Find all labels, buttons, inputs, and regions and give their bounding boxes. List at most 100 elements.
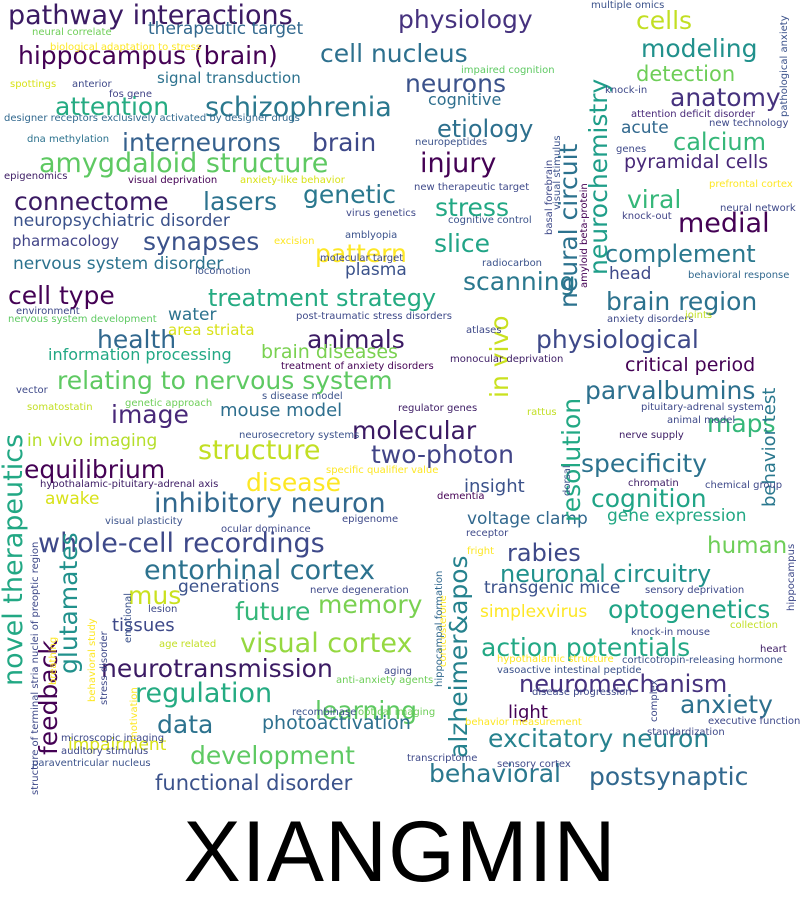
word-chromatin: chromatin bbox=[628, 478, 679, 489]
word-awake: awake bbox=[45, 489, 100, 509]
word-chemical-group: chemical group bbox=[705, 480, 783, 491]
word-virus-genetics: virus genetics bbox=[346, 208, 416, 219]
word-neural-network: neural network bbox=[720, 203, 796, 214]
word-stress-disorder: stress disorder bbox=[99, 631, 110, 705]
word-environment: environment bbox=[16, 306, 80, 317]
word-atlases: atlases bbox=[466, 325, 502, 336]
word-anterior: anterior bbox=[72, 79, 112, 90]
word-vasoactive-intestinal-peptide: vasoactive intestinal peptide bbox=[497, 665, 642, 676]
word-slice: slice bbox=[434, 229, 491, 258]
word-standardization: standardization bbox=[647, 727, 725, 738]
word-neuromechanism: neuromechanism bbox=[519, 670, 728, 698]
word-stress: stress bbox=[435, 193, 509, 222]
word-mouse-model: mouse model bbox=[220, 400, 343, 421]
word-anxiety: anxiety bbox=[680, 690, 773, 719]
word-modeling: modeling bbox=[641, 34, 758, 63]
word-voltage-clamp: voltage clamp bbox=[467, 509, 588, 529]
word-pattern: pattern bbox=[315, 239, 407, 268]
word-genes: genes bbox=[616, 144, 647, 155]
word-physiology: physiology bbox=[398, 5, 533, 34]
word-biological-adaptation-to-stress: biological adaptation to stress bbox=[50, 42, 201, 53]
word-molecular: molecular bbox=[352, 416, 477, 445]
word-spottings: spottings bbox=[10, 79, 57, 90]
word-monocular-deprivation: monocular deprivation bbox=[450, 354, 564, 365]
word-hypothalamic-structure: hypothalamic structure bbox=[497, 654, 614, 665]
word-maps: maps bbox=[707, 409, 776, 438]
word-nerve-supply: nerve supply bbox=[619, 430, 684, 441]
word-pathological-anxiety: pathological anxiety bbox=[779, 15, 790, 117]
word-brain-region: brain region bbox=[606, 287, 758, 316]
word-receptor: receptor bbox=[466, 528, 509, 539]
word-regulation: regulation bbox=[135, 678, 273, 709]
word-action-potentials: action potentials bbox=[481, 633, 691, 662]
word-genetic: genetic bbox=[303, 180, 396, 209]
word-microscopic-imaging: microscopic imaging bbox=[61, 733, 165, 744]
word-heart: heart bbox=[760, 644, 787, 655]
word-sensory-cortex: sensory cortex bbox=[497, 759, 571, 770]
word-synapses: synapses bbox=[143, 227, 260, 256]
word-post-traumatic-stress-disorders: post-traumatic stress disorders bbox=[296, 311, 452, 322]
word-entorhinal-cortex: entorhinal cortex bbox=[144, 555, 375, 586]
word-visual-deprivation: visual deprivation bbox=[128, 175, 218, 186]
word-transgenic-mice: transgenic mice bbox=[484, 578, 621, 598]
word-cognitive-control: cognitive control bbox=[448, 215, 532, 226]
word-cell-type: cell type bbox=[8, 281, 115, 310]
word-corticotropin-releasing-hormone: corticotropin-releasing hormone bbox=[622, 655, 783, 666]
word-multiple-omics: multiple omics bbox=[591, 0, 665, 11]
word-structure: structure bbox=[198, 435, 321, 466]
word-parvalbumins: parvalbumins bbox=[585, 376, 756, 405]
word-optogenetics: optogenetics bbox=[608, 595, 771, 624]
word-impaired-cognition: impaired cognition bbox=[461, 65, 555, 76]
word-neuropeptides: neuropeptides bbox=[415, 137, 488, 148]
banner-title: XIANGMIN XU@UCI bbox=[183, 804, 617, 905]
word-interneurons: interneurons bbox=[122, 128, 281, 157]
word-glutamates: glutamates bbox=[54, 532, 83, 674]
word-novel-therapeutics: novel therapeutics bbox=[0, 433, 29, 686]
word-nerve-degeneration: nerve degeneration bbox=[310, 585, 409, 596]
word-motivation: motivation bbox=[129, 687, 140, 741]
word-executive-function: executive function bbox=[708, 716, 800, 727]
word-tissues: tissues bbox=[112, 615, 175, 636]
word-neurons: neurons bbox=[405, 69, 506, 98]
word-light: light bbox=[508, 702, 548, 723]
word-injury: injury bbox=[420, 148, 497, 179]
word-anatomy: anatomy bbox=[670, 83, 781, 112]
word-behavioral-study: behavioral study bbox=[87, 618, 98, 702]
word-disease: disease bbox=[246, 468, 341, 497]
word-fright: fright bbox=[467, 546, 495, 557]
word-structure-of-terminal-stria-nuclei-of-preoptic-region: structure of terminal stria nuclei of pr… bbox=[30, 541, 41, 795]
word-cloud: pathway interactions physiology therapeuti… bbox=[0, 0, 800, 796]
word-rattus: rattus bbox=[527, 407, 557, 418]
word-cognition: cognition bbox=[591, 484, 707, 513]
word-hypothalamic-pituitary-adrenal-axis: hypothalamic-pituitary-adrenal axis bbox=[40, 479, 219, 490]
word-inhibitory-neuron: inhibitory neuron bbox=[154, 488, 386, 519]
word-visual-cortex: visual cortex bbox=[240, 628, 413, 659]
word-whole-cell-recordings: whole-cell recordings bbox=[38, 528, 325, 559]
word-insight: insight bbox=[464, 476, 525, 497]
word-visual-plasticity: visual plasticity bbox=[105, 516, 183, 527]
word-scanning: scanning bbox=[463, 267, 576, 296]
word-generations: generations bbox=[178, 577, 280, 597]
word-in-vivo-imaging: in vivo imaging bbox=[27, 431, 158, 451]
word-etiology: etiology bbox=[437, 115, 534, 143]
word-sensory-deprivation: sensory deprivation bbox=[645, 585, 745, 596]
word-hippocampus-brain: hippocampus (brain) bbox=[18, 41, 278, 70]
word-gene-expression: gene expression bbox=[607, 506, 747, 526]
word-complement: complement bbox=[605, 240, 756, 268]
word-mus: mus bbox=[128, 581, 182, 610]
word-amygdaloid-structure: amygdaloid structure bbox=[39, 148, 329, 179]
word-transcriptome: transcriptome bbox=[407, 753, 478, 764]
word-genetic-approach: genetic approach bbox=[125, 398, 213, 409]
word-plasma: plasma bbox=[345, 260, 407, 280]
word-schizophrenia: schizophrenia bbox=[205, 92, 392, 123]
word-equilibrium: equilibrium bbox=[24, 455, 166, 484]
word-amyloid-beta-protein: amyloid beta-protein bbox=[579, 183, 590, 288]
word-collection: collection bbox=[730, 620, 778, 631]
word-nervous-system-disorder: nervous system disorder bbox=[13, 254, 224, 274]
word-prefrontal-cortex: prefrontal cortex bbox=[709, 179, 793, 190]
word-specificity: specificity bbox=[581, 449, 708, 478]
word-knock-out: knock-out bbox=[622, 211, 672, 222]
word-rabies: rabies bbox=[507, 539, 581, 567]
word-specific-qualifier-value: specific qualifier value bbox=[326, 465, 439, 476]
word-radiocarbon: radiocarbon bbox=[482, 258, 543, 269]
